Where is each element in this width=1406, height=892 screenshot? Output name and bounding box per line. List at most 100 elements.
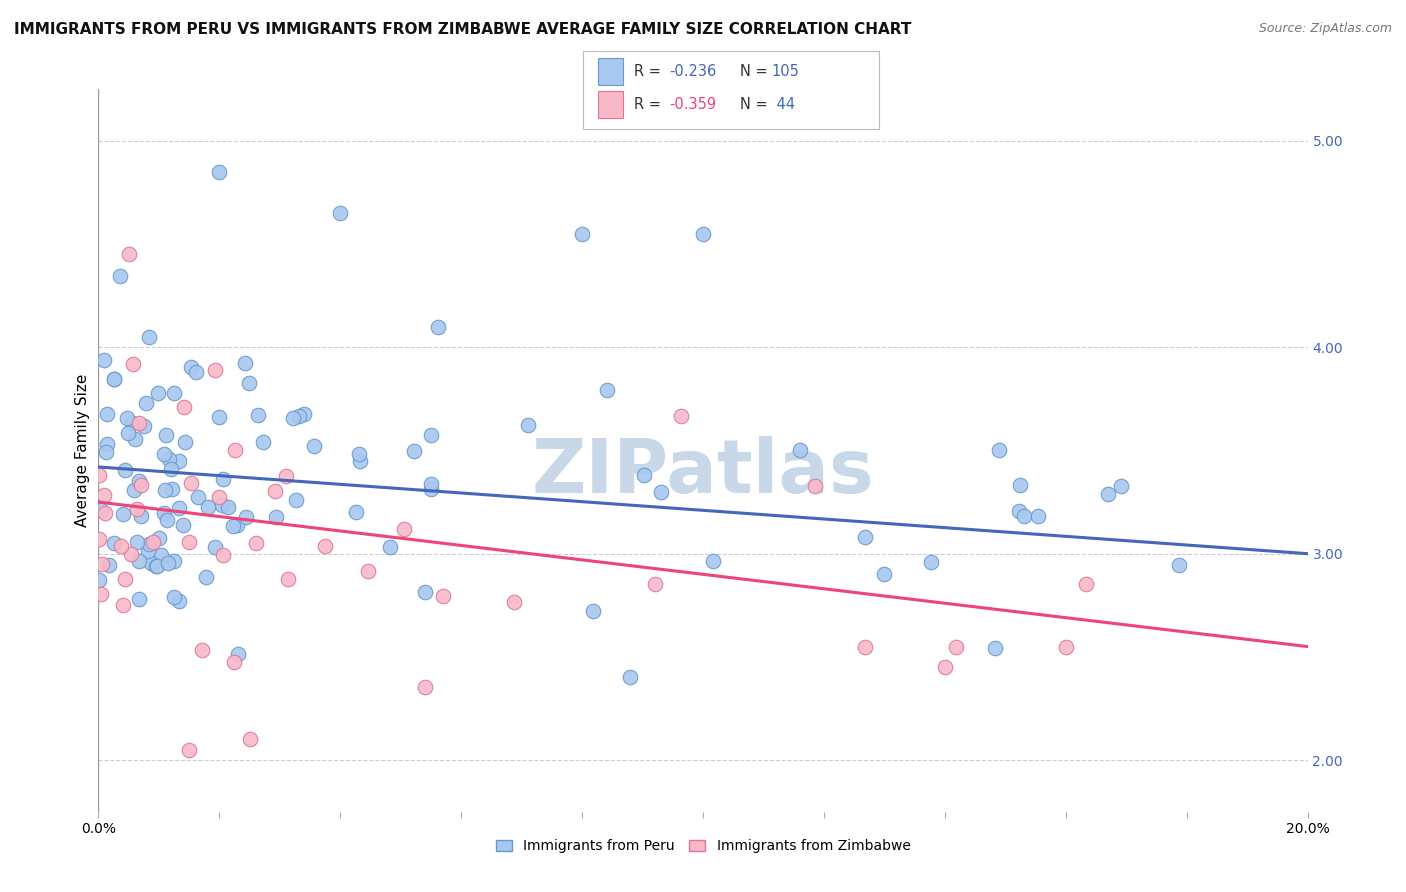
Point [160,482,183,496]
Text: -0.359: -0.359 [669,97,717,112]
Point [204,363,226,377]
Point [224,442,246,457]
Point [1026,508,1049,523]
Text: N =: N = [740,97,772,112]
Point [245,536,267,550]
Point [872,567,894,582]
Point [87,574,110,588]
Text: 44: 44 [772,97,794,112]
Point [122,357,145,371]
Point [136,544,159,558]
Point [945,640,967,654]
Point [150,549,173,563]
Point [127,501,149,516]
Point [167,454,190,468]
Point [157,451,180,466]
Point [163,385,186,400]
Point [159,462,181,476]
Text: ZIPatlas: ZIPatlas [531,435,875,508]
Point [153,506,176,520]
Point [288,409,311,424]
Point [277,572,299,586]
Point [138,329,160,343]
Point [517,417,540,432]
Point [134,418,156,433]
Point [349,447,371,461]
Point [103,372,125,386]
Point [1012,508,1035,523]
Point [172,518,194,533]
Point [644,576,666,591]
Point [420,483,443,497]
Point [156,556,179,570]
Point [121,416,143,430]
Point [803,479,825,493]
Point [427,320,450,334]
Point [208,409,231,424]
Point [128,591,150,606]
Point [226,647,249,661]
Point [502,595,524,609]
Point [853,640,876,655]
Point [115,411,138,425]
Point [252,434,274,449]
Point [217,500,239,515]
Point [1168,558,1191,572]
Point [1109,479,1132,493]
Point [174,435,197,450]
Point [96,407,118,421]
Point [155,428,177,442]
Point [89,468,111,483]
Point [222,519,245,533]
Point [138,537,160,551]
Point [669,409,692,423]
Point [292,408,315,422]
Point [111,598,134,612]
Point [285,492,308,507]
Point [120,547,142,561]
Point [146,386,169,401]
Point [156,513,179,527]
Point [302,439,325,453]
Text: IMMIGRANTS FROM PERU VS IMMIGRANTS FROM ZIMBABWE AVERAGE FAMILY SIZE CORRELATION: IMMIGRANTS FROM PERU VS IMMIGRANTS FROM … [14,22,911,37]
Point [582,603,605,617]
Point [195,569,218,583]
Point [208,490,231,504]
Point [148,532,170,546]
Point [208,165,231,179]
Point [988,443,1011,458]
Point [94,444,117,458]
Point [934,660,956,674]
Point [114,572,136,586]
Point [124,432,146,446]
Legend: Immigrants from Peru, Immigrants from Zimbabwe: Immigrants from Peru, Immigrants from Zi… [489,834,917,859]
Point [103,372,125,386]
Point [394,522,416,536]
Point [180,359,202,374]
Point [329,206,352,220]
Text: R =: R = [634,97,665,112]
Point [420,477,443,491]
Point [108,269,131,284]
Point [135,395,157,409]
Point [128,554,150,568]
Point [650,485,672,500]
Point [984,640,1007,655]
Point [93,506,115,520]
Point [1097,487,1119,501]
Point [93,488,115,502]
Point [127,535,149,549]
Point [432,589,454,603]
Point [246,408,269,422]
Point [128,416,150,430]
Point [276,469,298,483]
Text: R =: R = [634,64,665,78]
Text: -0.236: -0.236 [669,64,717,78]
Point [357,564,380,578]
Point [692,227,714,241]
Y-axis label: Average Family Size: Average Family Size [75,374,90,527]
Point [596,383,619,397]
Point [420,427,443,442]
Point [190,642,212,657]
Point [222,655,245,669]
